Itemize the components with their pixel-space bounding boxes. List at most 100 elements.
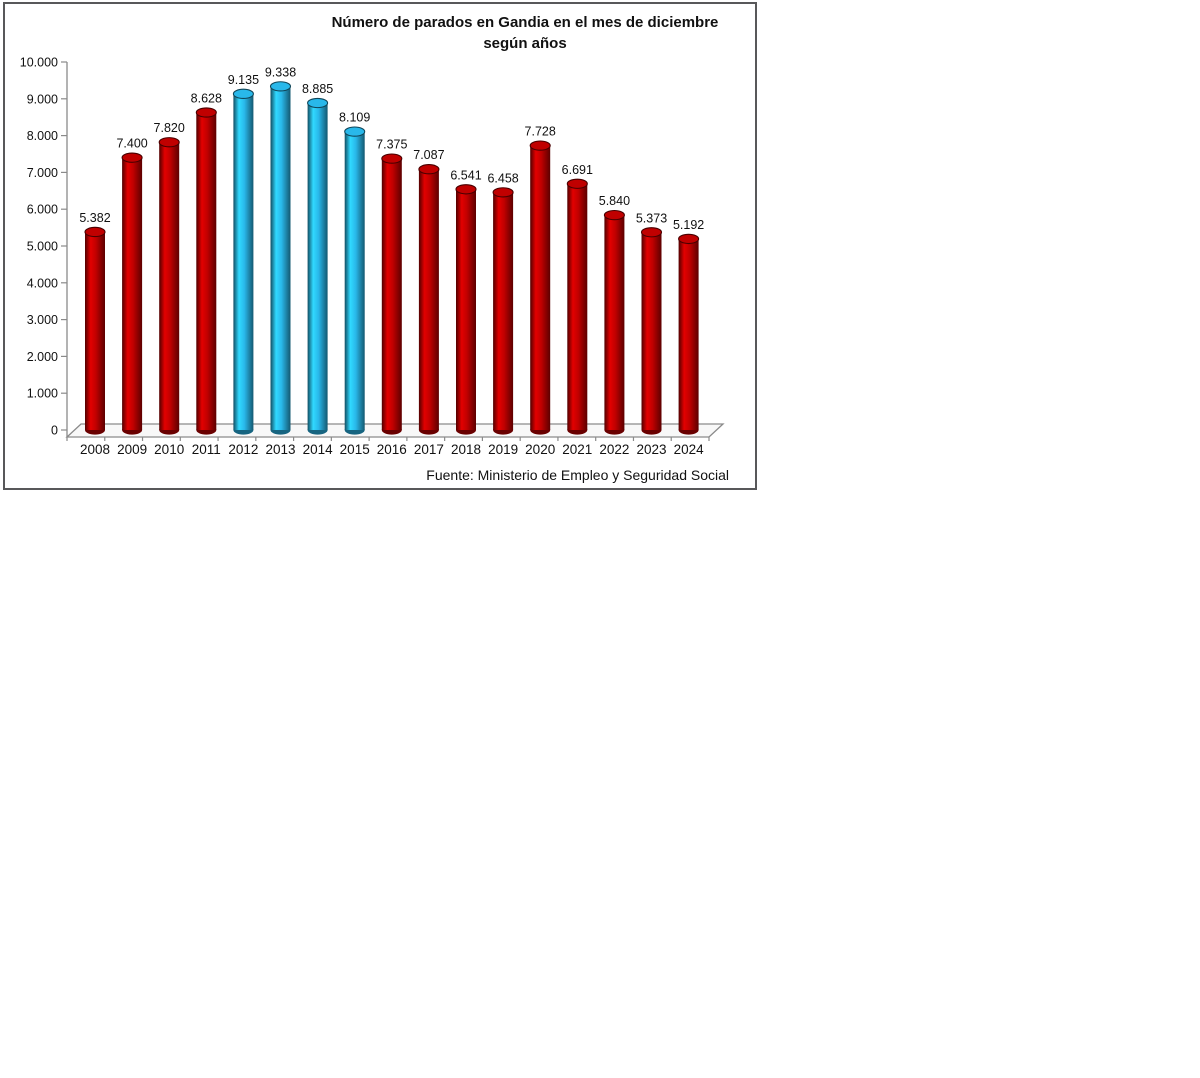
bar-top-cap: [529, 140, 551, 151]
value-label-2011: 8.628: [191, 91, 222, 105]
bar-2020: [529, 140, 551, 435]
bar-2023: [640, 227, 663, 435]
y-axis-tick-label: 0: [51, 424, 58, 438]
x-axis-label-2020: 2020: [525, 442, 555, 457]
bar-2014: [307, 97, 329, 435]
bar-2016: [381, 153, 403, 435]
x-axis-label-2024: 2024: [674, 442, 705, 457]
chart-title-line1: Número de parados en Gandia en el mes de…: [331, 14, 719, 31]
bar-2018: [455, 184, 477, 435]
bar-body: [381, 158, 402, 430]
bar-body: [196, 112, 217, 431]
value-label-2022: 5.840: [599, 194, 630, 208]
bar-top-cap: [455, 184, 477, 195]
bar-body: [456, 189, 476, 430]
value-label-2019: 6.458: [487, 171, 518, 185]
bar-top-cap: [566, 178, 588, 189]
bar-2017: [418, 164, 440, 435]
x-axis-label-2009: 2009: [117, 442, 147, 457]
value-label-2014: 8.885: [302, 82, 333, 96]
bar-body: [567, 183, 588, 430]
chart-source-note: Fuente: Ministerio de Empleo y Seguridad…: [426, 467, 729, 483]
x-axis-label-2015: 2015: [340, 442, 370, 457]
bar-body: [307, 103, 328, 431]
x-axis-label-2023: 2023: [636, 442, 666, 457]
bar-2008: [84, 226, 106, 435]
y-axis-tick-label: 2.000: [27, 350, 58, 364]
bar-body: [641, 232, 662, 430]
bar-2019: [492, 187, 514, 435]
bar-top-cap: [269, 81, 292, 92]
bar-body: [530, 145, 551, 430]
value-label-2018: 6.541: [450, 168, 481, 182]
bar-body: [159, 142, 180, 430]
x-axis-label-2016: 2016: [377, 442, 407, 457]
bar-top-cap: [158, 137, 180, 148]
bar-body: [233, 93, 254, 430]
x-axis-label-2012: 2012: [228, 442, 258, 457]
x-axis-label-2008: 2008: [80, 442, 110, 457]
x-axis-label-2018: 2018: [451, 442, 481, 457]
x-axis-label-2019: 2019: [488, 442, 518, 457]
bar-body: [493, 192, 514, 430]
bar-body: [270, 86, 291, 430]
bar-top-cap: [381, 153, 403, 164]
y-axis-tick-label: 1.000: [27, 387, 58, 401]
y-axis-tick-label: 5.000: [27, 240, 58, 254]
bar-body: [344, 131, 365, 430]
x-axis-label-2021: 2021: [562, 442, 592, 457]
bar-top-cap: [492, 187, 514, 198]
bar-2010: [158, 137, 180, 435]
bar-top-cap: [344, 126, 366, 137]
bar-chart-plot: 0 1.000 2.000 3.000 4.000 5.000 6.000 7.000 8.00…: [20, 56, 725, 457]
y-axis-tick-label: 6.000: [27, 203, 58, 217]
bar-body: [122, 157, 143, 430]
bar-2013: [269, 81, 292, 435]
chart-title-line2: según años: [483, 35, 567, 52]
x-axis-label-2011: 2011: [192, 442, 221, 457]
value-label-2024: 5.192: [673, 218, 704, 232]
value-label-2020: 7.728: [525, 125, 556, 139]
y-axis-tick-label: 3.000: [27, 313, 58, 327]
y-axis-tick-label: 9.000: [27, 92, 58, 106]
value-label-2017: 7.087: [413, 148, 444, 162]
bar-2011: [195, 107, 217, 435]
bar-top-cap: [84, 226, 106, 238]
value-label-2008: 5.382: [79, 211, 110, 225]
x-axis-label-2017: 2017: [414, 442, 444, 457]
bar-2024: [678, 233, 700, 435]
bar-top-cap: [678, 233, 700, 245]
y-axis-tick-label: 4.000: [27, 276, 58, 290]
bar-body: [604, 215, 625, 430]
value-label-2016: 7.375: [376, 138, 407, 152]
bar-body: [85, 231, 105, 430]
bar-2009: [121, 152, 143, 435]
bar-top-cap: [232, 88, 254, 99]
bar-chart: Número de parados en Gandia en el mes de…: [3, 2, 757, 490]
bar-top-cap: [195, 107, 217, 118]
bar-top-cap: [121, 152, 143, 163]
x-axis-label-2010: 2010: [154, 442, 184, 457]
value-label-2015: 8.109: [339, 111, 370, 125]
y-axis-tick-label: 7.000: [27, 166, 58, 180]
bar-2021: [566, 178, 588, 435]
bar-top-cap: [418, 164, 440, 175]
value-label-2013: 9.338: [265, 65, 296, 79]
bar-body: [678, 238, 699, 430]
chart-title: Número de parados en Gandia en el mes de…: [285, 12, 765, 54]
y-axis-tick-label: 10.000: [20, 56, 58, 70]
bar-2022: [603, 209, 625, 435]
bar-top-cap: [307, 97, 329, 109]
value-label-2023: 5.373: [636, 211, 667, 225]
x-axis-label-2022: 2022: [599, 442, 629, 457]
x-axis-label-2014: 2014: [303, 442, 334, 457]
value-label-2012: 9.135: [228, 73, 259, 87]
bar-2015: [344, 126, 366, 435]
bar-top-cap: [640, 227, 663, 238]
bar-top-cap: [603, 209, 625, 221]
bar-2012: [232, 88, 254, 435]
value-label-2010: 7.820: [154, 121, 185, 135]
value-label-2009: 7.400: [116, 137, 147, 151]
value-label-2021: 6.691: [562, 163, 593, 177]
